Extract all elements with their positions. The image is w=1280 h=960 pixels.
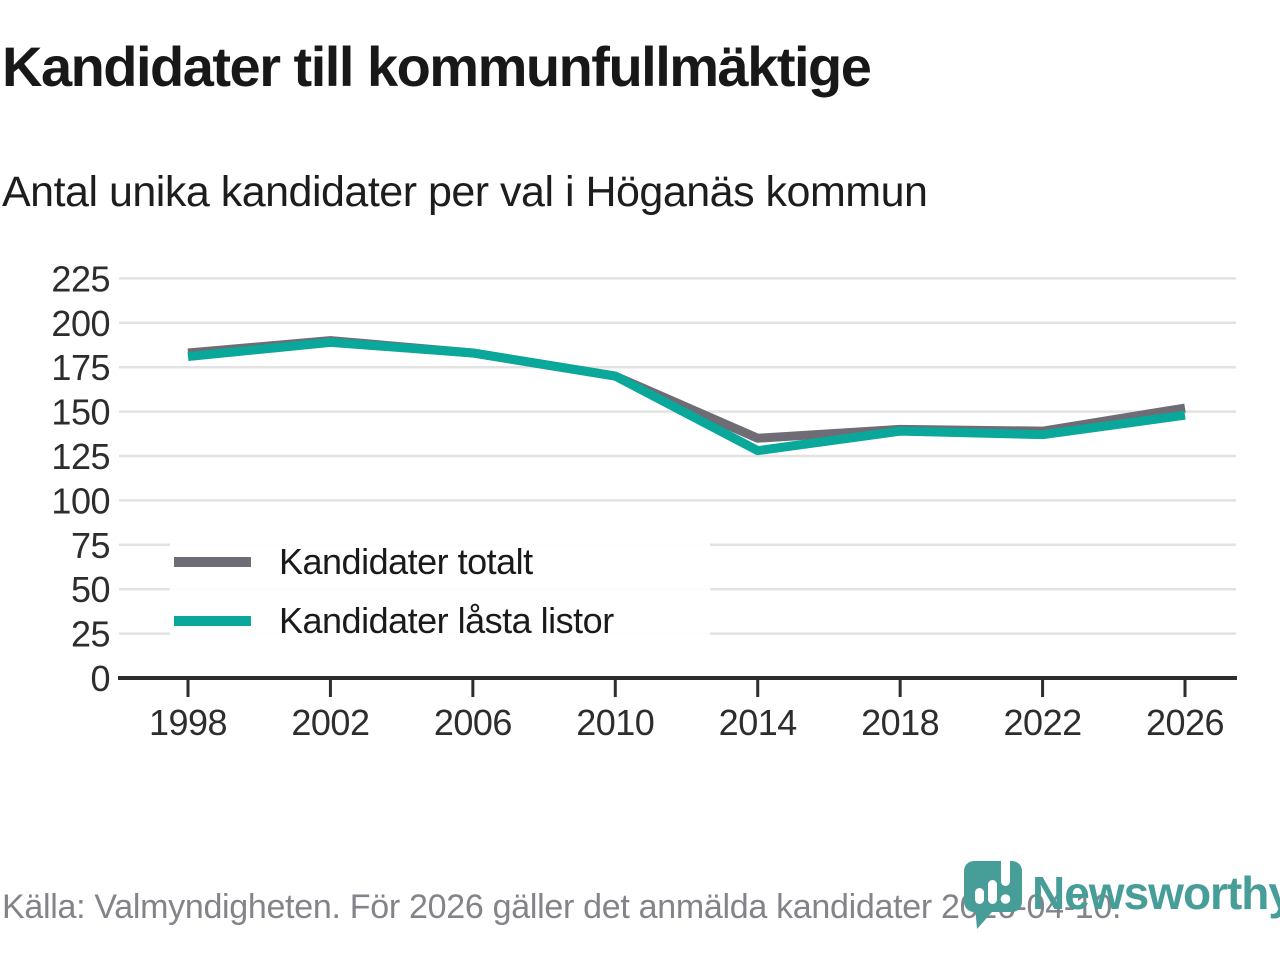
y-tick-label: 175 xyxy=(51,347,110,388)
legend-label-locked: Kandidater låsta listor xyxy=(279,599,614,641)
x-tick-label: 2018 xyxy=(861,702,939,743)
y-tick-label: 125 xyxy=(51,436,110,477)
chart-title: Kandidater till kommunfullmäktige xyxy=(2,35,872,98)
chart-legend: Kandidater totalt Kandidater låsta listo… xyxy=(170,526,710,660)
x-tick-label: 2026 xyxy=(1146,702,1224,743)
y-tick-label: 0 xyxy=(90,658,110,699)
legend-item-locked: Kandidater låsta listor xyxy=(170,591,710,650)
legend-label-total: Kandidater totalt xyxy=(279,540,533,582)
x-tick-label: 2010 xyxy=(576,702,654,743)
newsworthy-logo: Newsworthy xyxy=(962,858,1280,932)
x-tick-label: 2006 xyxy=(434,702,512,743)
series-line-kandidater-totalt xyxy=(187,336,1186,443)
x-tick-label: 1998 xyxy=(149,702,227,743)
newsworthy-logo-icon xyxy=(964,858,1022,929)
x-tick-label: 2014 xyxy=(719,702,797,743)
y-tick-label: 200 xyxy=(51,303,110,344)
chart-subtitle: Antal unika kandidater per val i Höganäs… xyxy=(2,168,928,216)
source-note: Källa: Valmyndigheten. För 2026 gäller d… xyxy=(2,888,1122,926)
legend-item-total: Kandidater totalt xyxy=(170,532,710,591)
x-tick-label: 2022 xyxy=(1004,702,1082,743)
y-tick-label: 150 xyxy=(51,392,110,433)
legend-swatch-total-icon xyxy=(174,556,251,567)
y-tick-label: 100 xyxy=(51,480,110,521)
series-line-kandidater-l-sta-listor xyxy=(187,337,1186,456)
x-tick-label: 2002 xyxy=(291,702,369,743)
y-tick-label: 75 xyxy=(71,525,110,566)
y-tick-label: 50 xyxy=(71,569,110,610)
legend-swatch-locked-icon xyxy=(174,615,251,626)
y-tick-label: 225 xyxy=(51,258,110,299)
y-tick-label: 25 xyxy=(71,614,110,655)
newsworthy-logo-text: Newsworthy xyxy=(1032,867,1280,919)
